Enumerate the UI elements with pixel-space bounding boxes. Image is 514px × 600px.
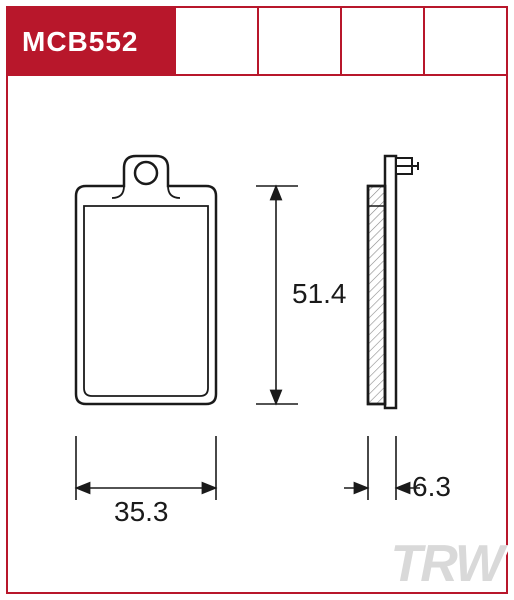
technical-drawing (8, 76, 506, 594)
product-code: MCB552 (22, 26, 138, 58)
dim-height-label: 51.4 (288, 278, 351, 310)
dim-thickness-label: 6.3 (408, 471, 455, 503)
header-cell (174, 8, 257, 76)
header-cell (423, 8, 506, 76)
header-cell (340, 8, 423, 76)
dim-width (76, 436, 216, 500)
brand-logo: TRW (391, 538, 502, 590)
front-view (76, 156, 216, 404)
header-grid (174, 8, 506, 76)
side-view (368, 156, 418, 408)
dim-width-label: 35.3 (110, 496, 173, 528)
header-cell (257, 8, 340, 76)
diagram-area: 51.4 35.3 6.3 TRW (8, 76, 506, 594)
header-title-cell: MCB552 (8, 8, 174, 76)
outer-frame: MCB552 (6, 6, 508, 594)
